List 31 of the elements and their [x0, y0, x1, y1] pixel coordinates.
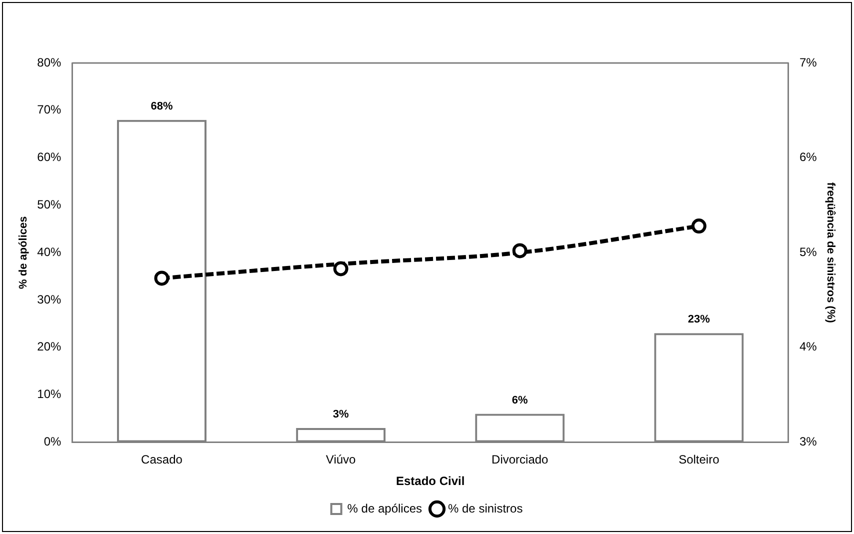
y-tick-label: 30% — [37, 292, 62, 306]
y-tick-label: 60% — [37, 150, 62, 164]
y-tick-label: 80% — [37, 55, 62, 70]
legend-label: % de sinistros — [448, 501, 523, 516]
point — [333, 261, 348, 276]
y-tick-label: 10% — [37, 387, 62, 402]
y-tick-label: 20% — [37, 340, 62, 354]
y2-tick-label: 7% — [799, 55, 818, 70]
x-tick-label: Casado — [141, 452, 183, 467]
data-label: 3% — [332, 408, 349, 421]
y2-axis-title: freqüência de sinistros (%) — [824, 182, 836, 324]
data-label: 6% — [512, 394, 528, 406]
y-tick-label: 70% — [37, 102, 62, 117]
legend-label: % de apólices — [347, 501, 422, 516]
point — [154, 270, 170, 286]
y-tick-label: 40% — [37, 244, 62, 259]
y-axis-title: % de apólices — [18, 216, 30, 289]
y-tick-label: 50% — [37, 198, 62, 212]
x-tick-label: Divorciado — [492, 452, 549, 467]
y2-tick-label: 4% — [799, 340, 818, 354]
y2-tick-label: 3% — [799, 434, 818, 449]
point — [512, 243, 528, 258]
data-label: 23% — [688, 314, 710, 326]
x-axis-title: Estado Civil — [396, 474, 465, 488]
data-label: 68% — [150, 100, 173, 112]
x-tick-label: Viúvo — [326, 452, 356, 467]
y2-tick-label: 5% — [799, 244, 818, 259]
x-tick-label: Solteiro — [678, 452, 720, 467]
y2-tick-label: 6% — [799, 150, 818, 164]
y-tick-label: 0% — [44, 434, 62, 449]
point — [691, 218, 706, 234]
